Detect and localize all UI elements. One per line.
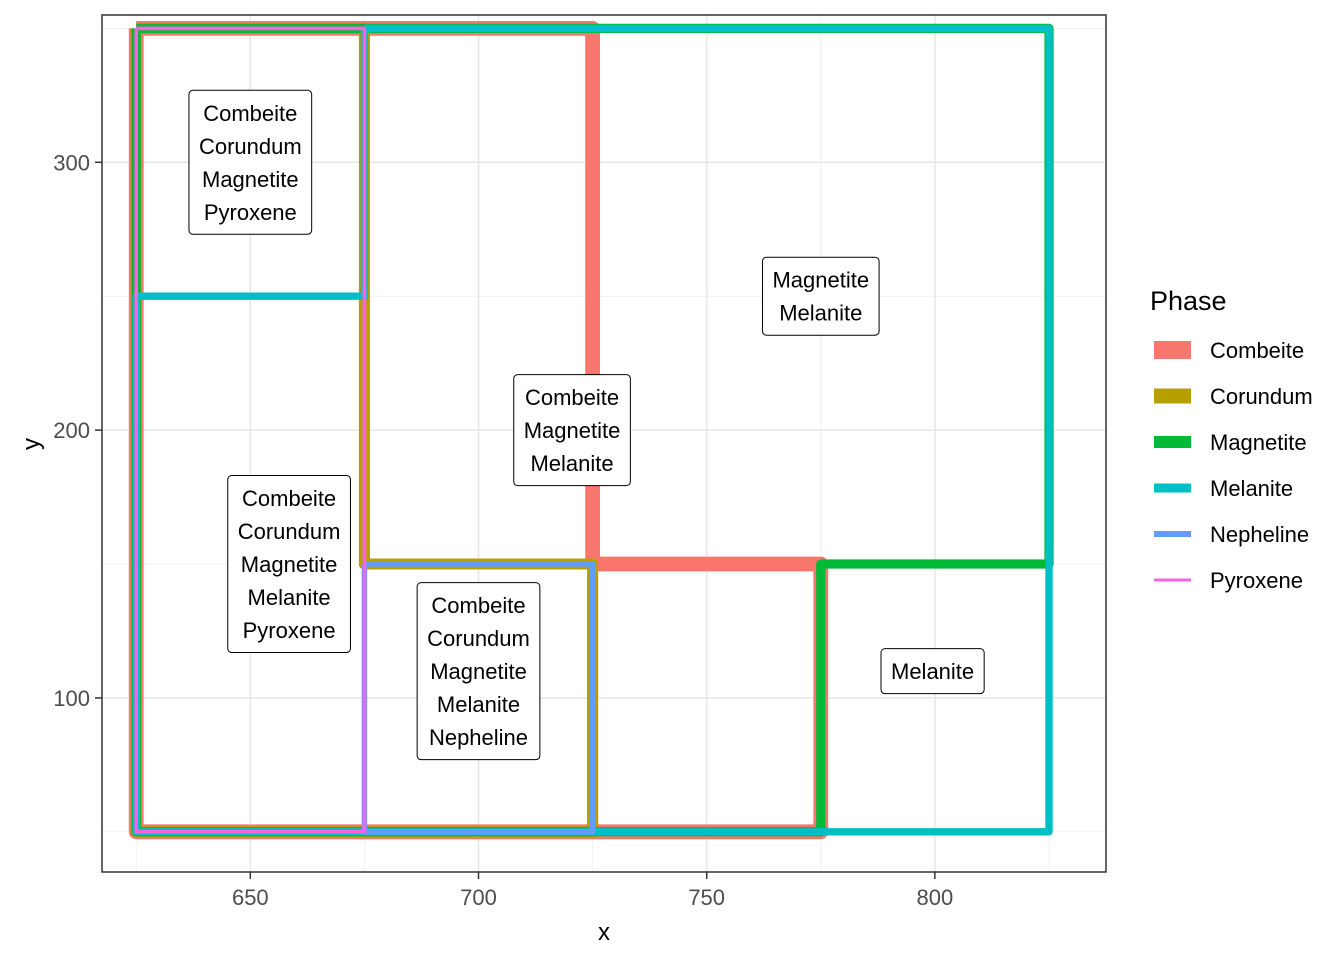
- y-tick-label: 200: [53, 418, 90, 443]
- region-label-box: [227, 475, 351, 654]
- region-label: Melanite: [880, 648, 985, 695]
- region-label: Combeite Corundum Magnetite Melanite Pyroxen…: [227, 475, 351, 654]
- region-label-box: [761, 256, 880, 336]
- phase-boundaries: [128, 21, 1054, 840]
- region-label-line: Nepheline: [429, 725, 528, 750]
- legend-label: Magnetite: [1210, 430, 1307, 455]
- boundary-pyroxene: [134, 26, 367, 834]
- legend-label: Pyroxene: [1210, 568, 1303, 593]
- region-label-line: Magnetite: [241, 552, 338, 577]
- region-label-line: Corundum: [199, 134, 302, 159]
- axes: 650 700 750 800 100 200 300: [53, 150, 953, 910]
- region-label-line: Magnetite: [202, 167, 299, 192]
- region-label-line: Combeite: [431, 593, 525, 618]
- legend-title: Phase: [1150, 286, 1227, 316]
- region-label-line: Combeite: [242, 486, 336, 511]
- region-label: Combeite Magnetite Melanite: [513, 374, 631, 487]
- region-label: Magnetite Melanite: [761, 256, 880, 336]
- region-label-box: [416, 582, 541, 761]
- x-tick-label: 750: [688, 885, 725, 910]
- legend-label: Combeite: [1210, 338, 1304, 363]
- x-tick-label: 650: [232, 885, 269, 910]
- region-label-line: Magnetite: [430, 659, 527, 684]
- region-labels: Combeite Corundum Magnetite Pyroxene Magneti…: [188, 89, 985, 761]
- legend-label: Melanite: [1210, 476, 1293, 501]
- region-label-line: Pyroxene: [204, 200, 297, 225]
- region-label-line: Melanite: [530, 451, 613, 476]
- region-label-line: Corundum: [427, 626, 530, 651]
- region-label: Combeite Corundum Magnetite Pyroxene: [188, 89, 313, 235]
- y-tick-label: 100: [53, 686, 90, 711]
- panel-border: [101, 14, 1107, 873]
- y-tick-label: 300: [53, 150, 90, 175]
- y-axis-title: y: [18, 438, 45, 450]
- legend-label: Nepheline: [1210, 522, 1309, 547]
- region-label-box: [880, 648, 985, 695]
- legend: Phase Combeite Corundum Magnetite Melanite N…: [1150, 286, 1313, 593]
- region-label-line: Pyroxene: [243, 618, 336, 643]
- region-label-line: Melanite: [248, 585, 331, 610]
- region-label-line: Melanite: [779, 301, 862, 326]
- region-label-line: Combeite: [203, 101, 297, 126]
- region-label-line: Magnetite: [772, 268, 869, 293]
- x-tick-label: 800: [917, 885, 954, 910]
- region-label: Combeite Corundum Magnetite Melanite Nepheli…: [416, 582, 541, 761]
- region-label-box: [513, 374, 631, 487]
- region-label-line: Magnetite: [524, 418, 621, 443]
- region-label-line: Corundum: [238, 519, 341, 544]
- legend-label: Corundum: [1210, 384, 1313, 409]
- region-label-line: Combeite: [525, 385, 619, 410]
- region-label-box: [188, 89, 313, 235]
- x-axis-title: x: [598, 919, 610, 946]
- region-label-line: Melanite: [891, 659, 974, 684]
- region-label-line: Melanite: [437, 692, 520, 717]
- x-tick-label: 700: [460, 885, 497, 910]
